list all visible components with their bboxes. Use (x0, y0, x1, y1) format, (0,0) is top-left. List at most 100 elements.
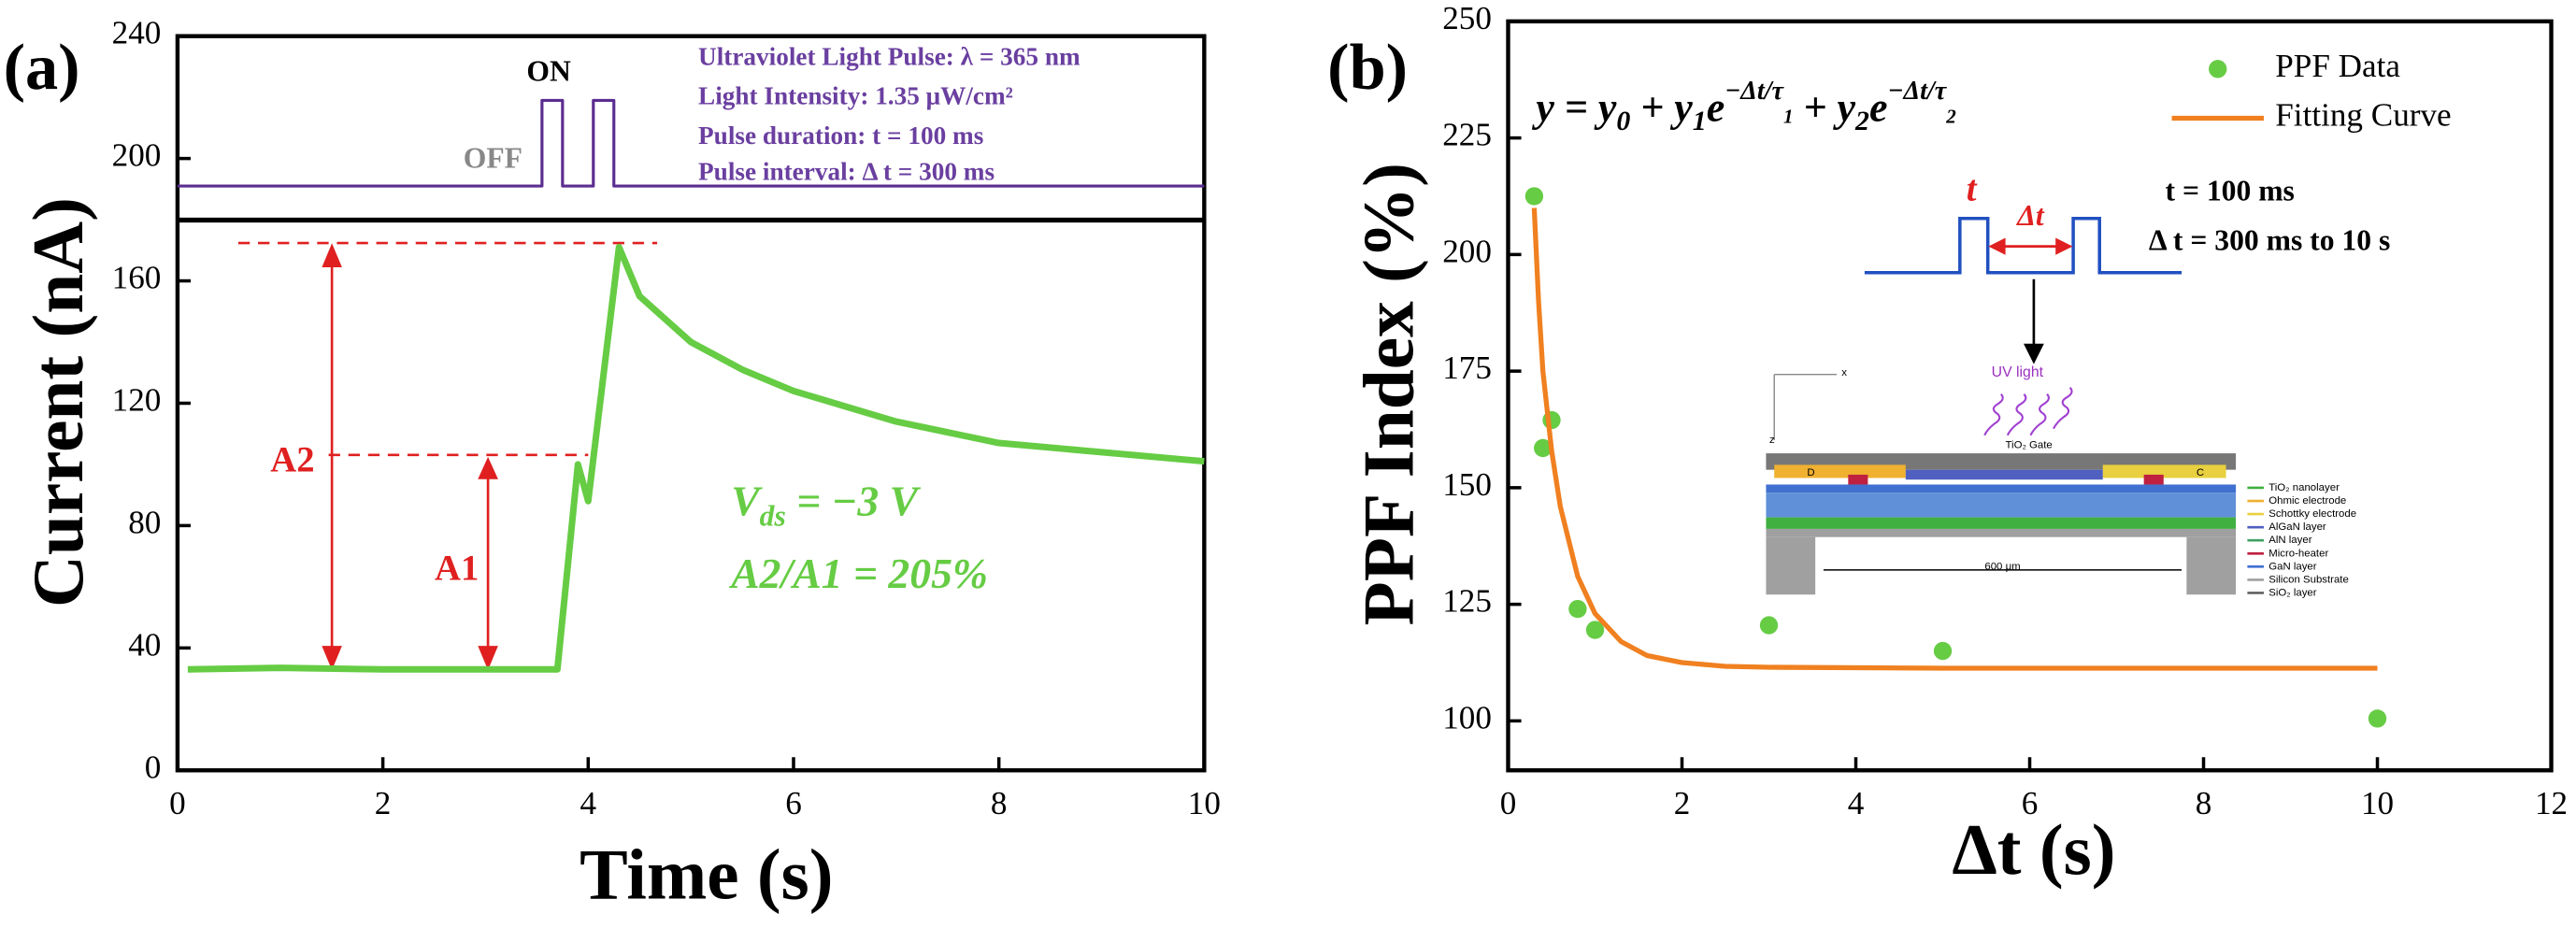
x-tick-label: 10 (1188, 785, 1221, 821)
y-tick-label: 200 (112, 137, 162, 174)
c-label: C (2197, 467, 2204, 478)
uv-label: UV light (1992, 364, 2044, 380)
arrow-head (322, 243, 342, 670)
formula-part: + y (1630, 85, 1693, 131)
data-point (1933, 641, 1953, 661)
axis-x-label: x (1841, 367, 1847, 378)
note: Pulse duration: t = 100 ms (698, 121, 983, 150)
vds-rest: = −3 V (786, 478, 922, 525)
data-point (1759, 616, 1779, 635)
pulse-line (177, 98, 1205, 188)
fit-line (1531, 207, 2378, 671)
y-tick-label: 250 (1442, 0, 1492, 36)
width-label: 600 μm (1984, 561, 2020, 572)
data-point (1568, 599, 1587, 619)
formula-part: e (1707, 85, 1725, 131)
legend-swatch (2209, 60, 2227, 79)
arrow-head (478, 456, 498, 670)
on-label: ON (526, 54, 571, 87)
axis-z-label: z (1769, 435, 1775, 446)
inset-t: t (1967, 170, 1978, 209)
layer-label: Ohmic electrode (2268, 495, 2346, 507)
x-tick-label: 0 (169, 785, 186, 821)
y-tick-label: 160 (112, 260, 162, 296)
formula-part: 0 (1616, 106, 1630, 136)
panel-label: (a) (4, 31, 80, 104)
data-point (1534, 438, 1553, 458)
data-point (1585, 621, 1605, 639)
y-tick-label: 150 (1442, 466, 1492, 503)
y-tick-label: 40 (128, 626, 161, 663)
y-tick-label: 175 (1442, 350, 1492, 386)
layer-label: AlGaN layer (2268, 521, 2326, 533)
formula-part: 1 (1693, 106, 1707, 136)
d-label: D (1807, 467, 1814, 478)
formula-part: −Δt/τ (1724, 78, 1784, 107)
inset-pulse (1864, 216, 2182, 275)
layer-label: Schottky electrode (2268, 508, 2356, 520)
gate-label: TiO₂ Gate (2006, 439, 2053, 450)
vds-label: Vds = −3 V (731, 478, 921, 533)
inset-dt: Δt (2015, 199, 2045, 232)
formula-part: 2 (1854, 106, 1869, 136)
y-tick-label: 125 (1442, 583, 1492, 620)
y-tick-label: 225 (1442, 117, 1492, 153)
layer-label: AlN layer (2268, 535, 2311, 546)
x-tick-label: 0 (1500, 785, 1517, 821)
formula-part: 1 (1783, 105, 1794, 127)
y-tick-label: 0 (145, 749, 162, 785)
device: TiO₂ Gate D C 600 μm x z TiO₂ nanolayer O… (1766, 367, 2356, 598)
off-label: OFF (464, 142, 522, 175)
panel-label: (b) (1327, 31, 1408, 104)
note: Ultraviolet Light Pulse: λ = 365 nm (698, 43, 1080, 71)
a1-label: A1 (435, 549, 479, 588)
formula-part: + y (1794, 85, 1856, 131)
x-tick-label: 4 (1848, 785, 1865, 821)
data-point (2368, 709, 2387, 728)
x-tick-label: 6 (785, 785, 802, 821)
y-tick-label: 240 (112, 15, 162, 51)
x-axis-label: Time (s) (580, 835, 833, 915)
uv-waves (1983, 387, 2073, 436)
y-axis-label: Current (nA) (18, 197, 98, 607)
inset-t-value: t = 100 ms (2166, 175, 2295, 207)
data-line (187, 244, 1205, 673)
note: Pulse interval: Δ t = 300 ms (698, 158, 995, 186)
x-tick-label: 6 (2022, 785, 2039, 821)
inset-arrow (1988, 237, 2073, 255)
layer-label: GaN layer (2268, 561, 2317, 572)
inset-dt-value: Δ t = 300 ms to 10 s (2149, 223, 2390, 256)
legend-label: PPF Data (2275, 48, 2400, 84)
down-arrow (2023, 278, 2044, 364)
x-tick-label: 8 (991, 785, 1008, 821)
note: Light Intensity: 1.35 μW/cm² (698, 82, 1013, 110)
y-axis-label: PPF Index (%) (1349, 163, 1429, 625)
formula-part: 2 (1945, 105, 1956, 127)
formula: y = y0 + y1e−Δt/τ1 + y2e−Δt/τ2 (1531, 78, 1956, 136)
x-tick-label: 10 (2361, 785, 2394, 821)
x-axis-label: Δt (s) (1952, 809, 2115, 890)
x-tick-label: 2 (375, 785, 392, 821)
vds-sub: ds (760, 500, 786, 533)
y-tick-label: 100 (1442, 699, 1492, 735)
vds-main: V (731, 478, 763, 525)
a2-label: A2 (270, 440, 314, 479)
y-tick-label: 120 (112, 382, 162, 419)
y-tick-label: 80 (128, 504, 161, 540)
y-tick-label: 200 (1442, 233, 1492, 269)
layer-label: TiO₂ nanolayer (2268, 482, 2340, 493)
formula-part: y = y (1531, 85, 1616, 131)
formula-part: −Δt/τ (1887, 78, 1947, 107)
data-point (1524, 187, 1544, 206)
annotation-lines (237, 241, 658, 670)
x-tick-label: 4 (580, 785, 597, 821)
x-tick-label: 12 (2535, 785, 2568, 821)
layer-label: Silicon Substrate (2268, 574, 2349, 585)
ratio-label: A2/A1 = 205% (728, 550, 988, 597)
x-tick-label: 2 (1674, 785, 1691, 821)
layer-label: Micro-heater (2268, 548, 2328, 559)
layer-label: SiO₂ layer (2268, 587, 2317, 598)
formula-part: e (1869, 85, 1888, 131)
x-tick-label: 8 (2196, 785, 2212, 821)
